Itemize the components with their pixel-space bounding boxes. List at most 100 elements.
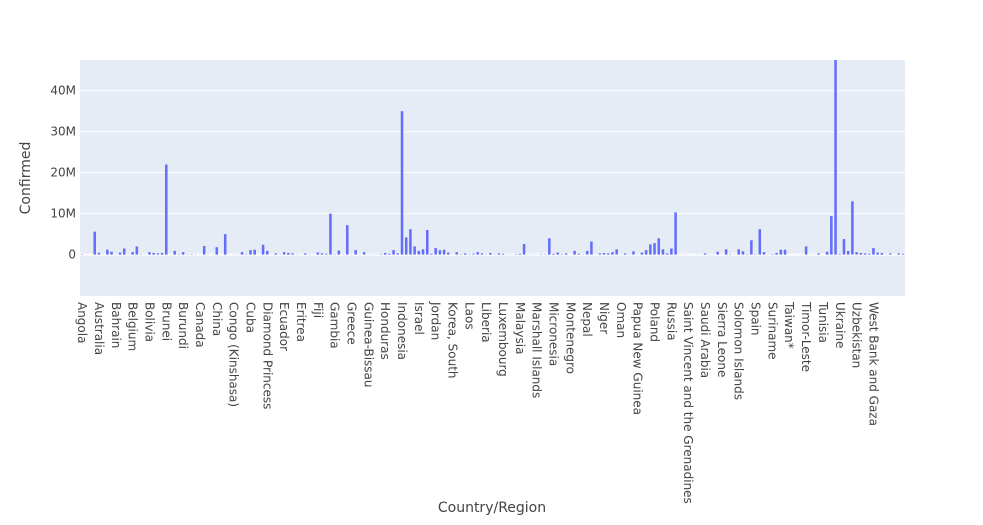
bar: [842, 239, 846, 255]
bar: [215, 247, 219, 255]
bar: [122, 248, 126, 255]
bar: [93, 231, 96, 255]
bar: [173, 250, 176, 255]
bar: [522, 243, 526, 255]
bar: [404, 237, 408, 255]
bar: [337, 250, 341, 255]
x-tick-label: Liberia: [479, 302, 493, 343]
bar: [131, 252, 134, 255]
bar: [703, 253, 707, 255]
bar: [644, 250, 648, 255]
bar: [266, 250, 269, 255]
bar: [577, 253, 581, 255]
bar: [653, 243, 656, 255]
bar: [249, 250, 252, 255]
x-tick-label: Solomon Islands: [732, 302, 746, 400]
x-tick-label: Canada: [193, 302, 207, 348]
bar: [741, 251, 745, 255]
x-tick-label: Australia: [92, 302, 106, 355]
bar: [434, 248, 437, 255]
y-tick-label: 30M: [50, 125, 76, 139]
x-tick-label: Nepal: [580, 302, 594, 337]
x-tick-label: Indonesia: [395, 302, 409, 360]
x-tick-label: Spain: [749, 302, 763, 336]
x-axis-title: Country/Region: [438, 500, 546, 516]
x-tick-label: Suriname: [765, 302, 779, 360]
bar: [889, 253, 892, 255]
bar: [409, 229, 412, 255]
bar: [623, 253, 627, 255]
y-tick-label: 20M: [50, 166, 76, 180]
bar: [724, 249, 728, 255]
bar: [606, 253, 610, 255]
bar: [590, 241, 593, 255]
bar: [489, 252, 492, 255]
bar: [573, 250, 576, 255]
bar: [110, 251, 113, 255]
x-tick-label: Oman: [614, 302, 628, 338]
bar: [876, 252, 879, 255]
bar: [838, 253, 842, 255]
bar: [152, 252, 155, 255]
bar: [400, 111, 404, 255]
bars: [80, 60, 905, 255]
bar: [564, 253, 568, 255]
plot-background: [80, 60, 905, 296]
bar: [274, 253, 277, 255]
bar: [758, 229, 762, 255]
y-tick-label: 10M: [50, 207, 76, 221]
bar: [880, 252, 884, 255]
bar: [897, 253, 900, 255]
x-tick-label: Congo (Kinshasa): [227, 302, 241, 407]
x-tick-label: Bahrain: [109, 302, 123, 348]
x-tick-label: Angola: [75, 302, 89, 343]
bar: [253, 249, 256, 255]
bar: [282, 252, 286, 255]
bar: [447, 252, 450, 255]
x-tick-label: Brunei: [159, 302, 173, 341]
bar: [867, 253, 871, 255]
bar: [240, 252, 244, 255]
bar: [501, 253, 505, 255]
x-tick-label: Tunisia: [816, 301, 830, 343]
bar: [413, 246, 416, 255]
bar: [548, 238, 551, 255]
bar: [156, 253, 160, 255]
x-tick-label: China: [210, 302, 224, 336]
bar: [834, 60, 837, 255]
x-tick-label: Sierra Leone: [715, 302, 729, 377]
x-tick-label: Saudi Arabia: [698, 302, 712, 378]
bar: [716, 251, 719, 255]
bar: [202, 246, 206, 255]
bar: [670, 248, 673, 255]
x-tick-label: Uzbekistan: [850, 302, 864, 368]
x-tick-label: Montenegro: [563, 302, 577, 374]
bar: [851, 201, 854, 255]
y-tick-label: 0: [68, 248, 76, 262]
bar: [846, 250, 850, 255]
x-tick-label: Korea, South: [446, 302, 460, 379]
bar: [480, 253, 484, 255]
bar: [346, 225, 349, 255]
bar: [632, 251, 635, 255]
bar: [779, 249, 783, 255]
x-tick-label: Malaysia: [513, 302, 527, 354]
x-tick-label: Marshall Islands: [530, 302, 544, 398]
bar: [783, 249, 787, 255]
x-tick-label: Greece: [344, 302, 358, 345]
bar: [396, 253, 400, 255]
x-tick-label: Fiji: [311, 302, 325, 318]
x-tick-label: Burundi: [176, 302, 190, 349]
bar: [421, 249, 425, 255]
bar: [324, 253, 328, 255]
bar: [830, 216, 833, 255]
x-tick-label: Laos: [462, 302, 476, 330]
x-tick-label: Gambia: [328, 302, 342, 349]
x-tick-label: Poland: [648, 302, 662, 342]
bar: [863, 253, 867, 255]
bar: [859, 252, 863, 255]
bar: [97, 252, 101, 255]
x-tick-label: Taiwan*: [782, 301, 796, 349]
y-tick-label: 40M: [50, 84, 76, 98]
x-tick-label: Luxembourg: [496, 302, 510, 377]
